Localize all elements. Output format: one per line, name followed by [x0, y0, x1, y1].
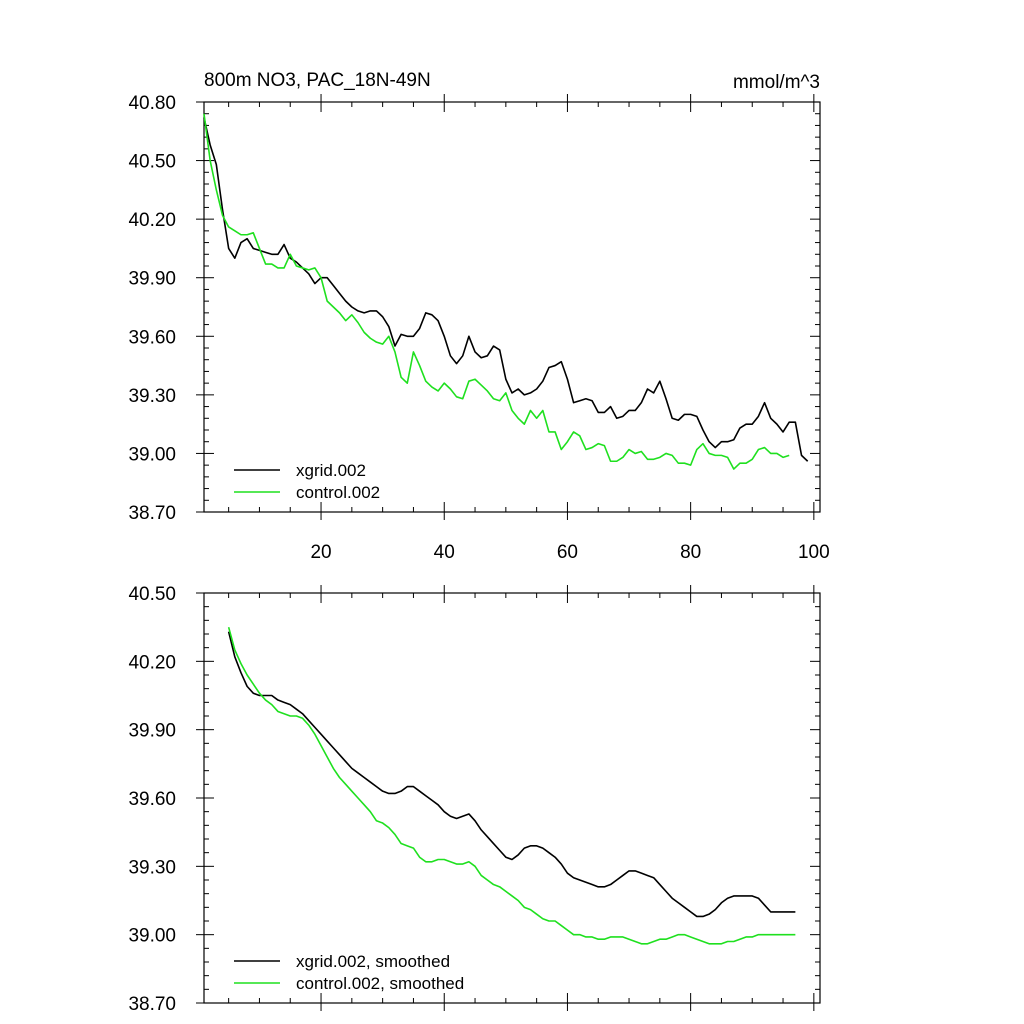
legend-label: control.002, smoothed: [296, 974, 464, 993]
y-tick-label: 39.30: [128, 386, 176, 407]
x-tick-label: 60: [557, 542, 578, 563]
series-line-control: [203, 113, 790, 470]
x-tick-label: 20: [310, 542, 331, 563]
units-label: mmol/m^3: [733, 72, 820, 93]
y-tick-label: 40.50: [128, 584, 176, 605]
x-tick-label: 100: [798, 542, 830, 563]
y-tick-label: 40.50: [128, 152, 176, 173]
legend-label: xgrid.002, smoothed: [296, 952, 450, 971]
legend-label: control.002: [296, 483, 380, 502]
series-line-xgrid: [203, 117, 809, 462]
y-tick-label: 39.00: [128, 926, 176, 947]
series-line-control: [227, 626, 796, 945]
series-line-xgrid: [227, 631, 796, 918]
plot-frame: [203, 101, 821, 513]
top-panel: 800m NO3, PAC_18N-49N mmol/m^3 38.70 39.0…: [128, 70, 829, 563]
bottom-axes: 38.70 39.00 39.30 39.60 39.90 40.20 40.50: [128, 584, 821, 1015]
y-tick-label: 38.70: [128, 994, 176, 1015]
x-tick-label: 40: [434, 542, 455, 563]
y-tick-label: 39.90: [128, 269, 176, 290]
top-legend: xgrid.002 control.002: [234, 461, 380, 502]
y-tick-label: 40.20: [128, 652, 176, 673]
y-tick-label: 39.30: [128, 857, 176, 878]
bottom-series-lines: [227, 626, 796, 945]
y-tick-label: 39.60: [128, 789, 176, 810]
top-axes: 38.70 39.00 39.30 39.60 39.90 40.20 40.50 40.80…: [128, 93, 829, 563]
chart-title: 800m NO3, PAC_18N-49N: [204, 70, 431, 91]
y-tick-label: 39.60: [128, 327, 176, 348]
x-tick-label: 80: [680, 542, 701, 563]
bottom-panel: 38.70 39.00 39.30 39.60 39.90 40.20 40.50 xgri…: [128, 584, 821, 1015]
y-tick-label: 39.90: [128, 721, 176, 742]
y-tick-label: 40.80: [128, 93, 176, 114]
y-tick-label: 39.00: [128, 444, 176, 465]
y-tick-label: 38.70: [128, 503, 176, 524]
legend-label: xgrid.002: [296, 461, 366, 480]
bottom-legend: xgrid.002, smoothed control.002, smoothed: [234, 952, 464, 993]
top-series-lines: [203, 113, 809, 470]
y-tick-label: 40.20: [128, 210, 176, 231]
